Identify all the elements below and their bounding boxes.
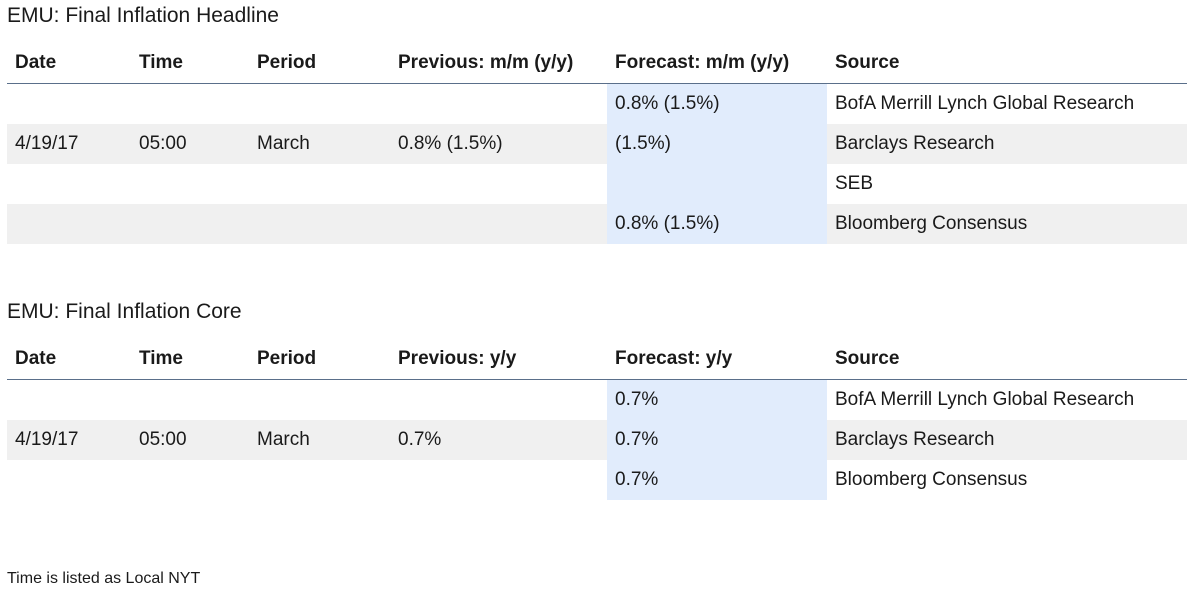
date-cell: 4/19/17 xyxy=(7,124,131,164)
column-header-previous: Previous: y/y xyxy=(390,342,607,380)
previous-cell xyxy=(390,379,607,420)
previous-cell: 0.7% xyxy=(390,420,607,460)
previous-cell: 0.8% (1.5%) xyxy=(390,124,607,164)
table-row: 0.7% BofA Merrill Lynch Global Research xyxy=(7,379,1187,420)
headline-title: EMU: Final Inflation Headline xyxy=(7,4,279,27)
time-cell: 05:00 xyxy=(131,420,249,460)
date-cell: 4/19/17 xyxy=(7,420,131,460)
source-cell: Barclays Research xyxy=(827,124,1187,164)
column-header-forecast: Forecast: y/y xyxy=(607,342,827,380)
column-header-period: Period xyxy=(249,342,390,380)
previous-cell xyxy=(390,204,607,244)
date-cell xyxy=(7,83,131,124)
headline-section: EMU: Final Inflation Headline Date Time … xyxy=(7,4,1187,244)
column-header-source: Source xyxy=(827,342,1187,380)
time-cell xyxy=(131,204,249,244)
table-row: 0.8% (1.5%) BofA Merrill Lynch Global Re… xyxy=(7,83,1187,124)
previous-cell xyxy=(390,83,607,124)
forecast-cell: 0.8% (1.5%) xyxy=(607,204,827,244)
table-row: 0.8% (1.5%) Bloomberg Consensus xyxy=(7,204,1187,244)
core-header-row: Date Time Period Previous: y/y Forecast:… xyxy=(7,342,1187,380)
column-header-previous: Previous: m/m (y/y) xyxy=(390,46,607,84)
table-row: SEB xyxy=(7,164,1187,204)
core-title: EMU: Final Inflation Core xyxy=(7,300,242,323)
date-cell xyxy=(7,460,131,500)
table-row: 4/19/17 05:00 March 0.7% 0.7% Barclays R… xyxy=(7,420,1187,460)
source-cell: Bloomberg Consensus xyxy=(827,204,1187,244)
core-section: EMU: Final Inflation Core Date Time Peri… xyxy=(7,300,1187,500)
forecast-cell: 0.7% xyxy=(607,460,827,500)
period-cell xyxy=(249,83,390,124)
time-cell xyxy=(131,83,249,124)
column-header-date: Date xyxy=(7,46,131,84)
forecast-cell: 0.8% (1.5%) xyxy=(607,83,827,124)
time-cell xyxy=(131,164,249,204)
source-cell: BofA Merrill Lynch Global Research xyxy=(827,83,1187,124)
forecast-cell xyxy=(607,164,827,204)
date-cell xyxy=(7,379,131,420)
time-cell: 05:00 xyxy=(131,124,249,164)
column-header-date: Date xyxy=(7,342,131,380)
column-header-time: Time xyxy=(131,46,249,84)
table-row: 0.7% Bloomberg Consensus xyxy=(7,460,1187,500)
forecast-cell: (1.5%) xyxy=(607,124,827,164)
period-cell xyxy=(249,460,390,500)
date-cell xyxy=(7,204,131,244)
source-cell: Barclays Research xyxy=(827,420,1187,460)
timezone-note: Time is listed as Local NYT xyxy=(7,570,201,587)
source-cell: SEB xyxy=(827,164,1187,204)
forecast-cell: 0.7% xyxy=(607,420,827,460)
source-cell: BofA Merrill Lynch Global Research xyxy=(827,379,1187,420)
column-header-time: Time xyxy=(131,342,249,380)
source-cell: Bloomberg Consensus xyxy=(827,460,1187,500)
column-header-source: Source xyxy=(827,46,1187,84)
period-cell: March xyxy=(249,420,390,460)
time-cell xyxy=(131,460,249,500)
period-cell xyxy=(249,204,390,244)
column-header-period: Period xyxy=(249,46,390,84)
core-table: Date Time Period Previous: y/y Forecast:… xyxy=(7,342,1187,500)
period-cell: March xyxy=(249,124,390,164)
table-row: 4/19/17 05:00 March 0.8% (1.5%) (1.5%) B… xyxy=(7,124,1187,164)
period-cell xyxy=(249,164,390,204)
column-header-forecast: Forecast: m/m (y/y) xyxy=(607,46,827,84)
previous-cell xyxy=(390,460,607,500)
headline-table: Date Time Period Previous: m/m (y/y) For… xyxy=(7,46,1187,244)
date-cell xyxy=(7,164,131,204)
previous-cell xyxy=(390,164,607,204)
forecast-cell: 0.7% xyxy=(607,379,827,420)
headline-header-row: Date Time Period Previous: m/m (y/y) For… xyxy=(7,46,1187,84)
time-cell xyxy=(131,379,249,420)
period-cell xyxy=(249,379,390,420)
